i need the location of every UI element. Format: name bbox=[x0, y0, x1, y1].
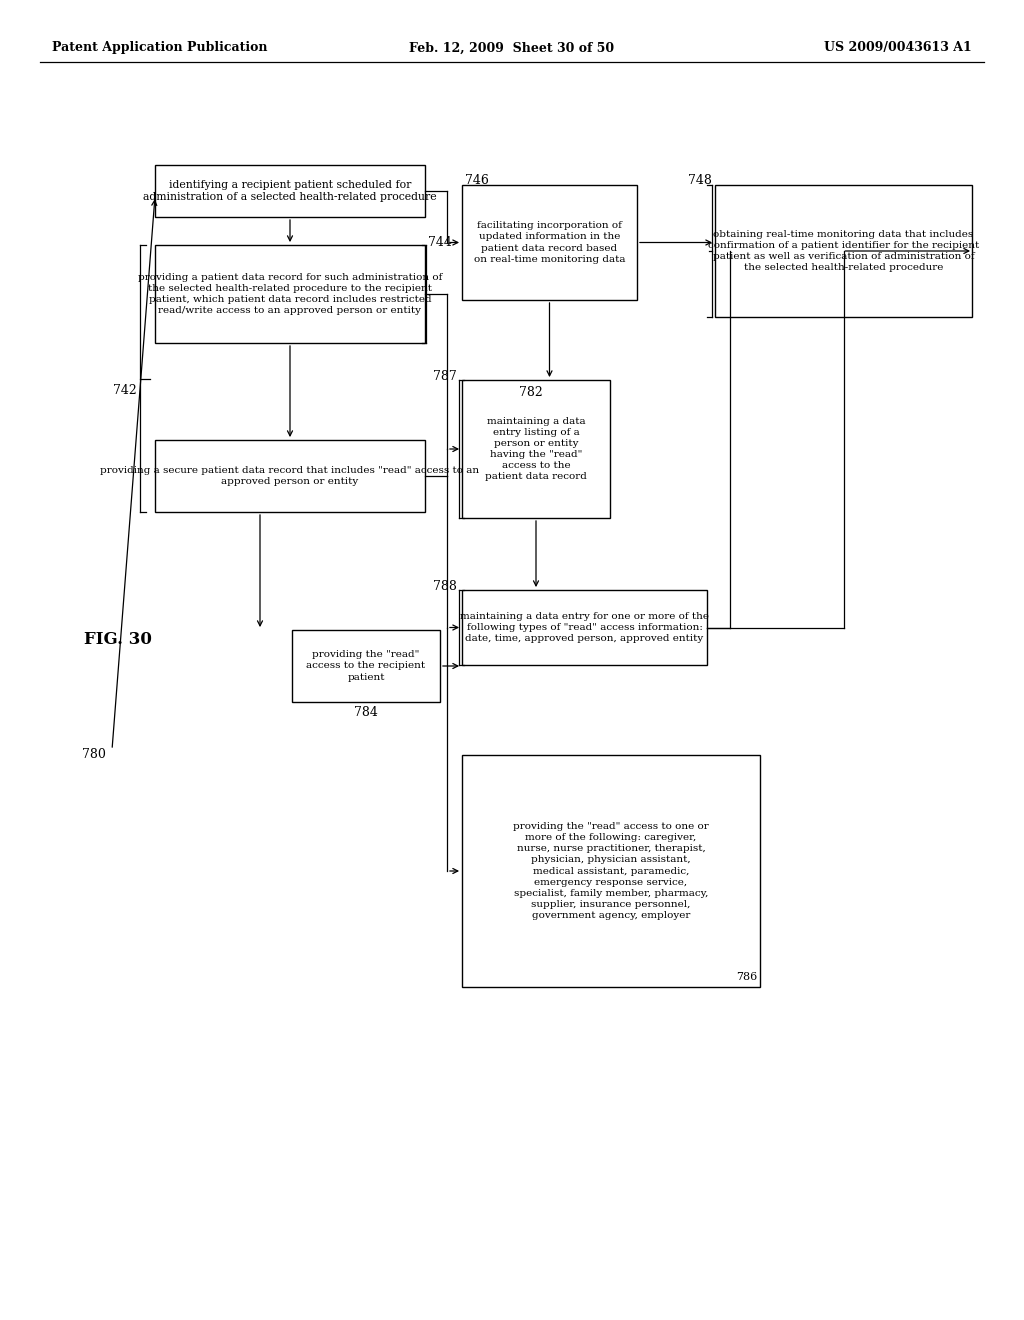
Bar bbox=[462, 755, 760, 987]
Bar bbox=[462, 590, 707, 665]
Bar bbox=[715, 185, 972, 317]
Text: 786: 786 bbox=[736, 972, 757, 982]
Text: providing a patient data record for such administration of
the selected health-r: providing a patient data record for such… bbox=[138, 273, 442, 315]
Text: 784: 784 bbox=[354, 706, 378, 719]
Text: Feb. 12, 2009  Sheet 30 of 50: Feb. 12, 2009 Sheet 30 of 50 bbox=[410, 41, 614, 54]
Bar bbox=[155, 165, 425, 216]
Bar bbox=[155, 246, 425, 343]
Text: 782: 782 bbox=[519, 385, 543, 399]
Text: obtaining real-time monitoring data that includes
confirmation of a patient iden: obtaining real-time monitoring data that… bbox=[708, 230, 979, 272]
Text: 742: 742 bbox=[114, 384, 137, 396]
Text: facilitating incorporation of
updated information in the
patient data record bas: facilitating incorporation of updated in… bbox=[474, 222, 626, 264]
Text: 746: 746 bbox=[465, 174, 488, 187]
Bar bbox=[292, 630, 440, 702]
Text: 787: 787 bbox=[433, 370, 457, 383]
Text: providing a secure patient data record that includes "read" access to an
approve: providing a secure patient data record t… bbox=[100, 466, 479, 486]
Text: identifying a recipient patient scheduled for
administration of a selected healt: identifying a recipient patient schedule… bbox=[143, 180, 437, 202]
Text: maintaining a data entry for one or more of the
following types of "read" access: maintaining a data entry for one or more… bbox=[460, 612, 709, 643]
Bar bbox=[155, 440, 425, 512]
Text: Patent Application Publication: Patent Application Publication bbox=[52, 41, 267, 54]
Text: maintaining a data
entry listing of a
person or entity
having the "read"
access : maintaining a data entry listing of a pe… bbox=[485, 417, 587, 482]
Text: providing the "read" access to one or
more of the following: caregiver,
nurse, n: providing the "read" access to one or mo… bbox=[513, 822, 709, 920]
Text: US 2009/0043613 A1: US 2009/0043613 A1 bbox=[824, 41, 972, 54]
Text: 748: 748 bbox=[688, 174, 712, 187]
Text: 744: 744 bbox=[428, 235, 452, 248]
Text: 780: 780 bbox=[82, 748, 105, 762]
Text: 788: 788 bbox=[433, 579, 457, 593]
Bar bbox=[462, 185, 637, 300]
Text: providing the "read"
access to the recipient
patient: providing the "read" access to the recip… bbox=[306, 651, 426, 681]
Text: FIG. 30: FIG. 30 bbox=[84, 631, 152, 648]
Bar bbox=[462, 380, 610, 517]
